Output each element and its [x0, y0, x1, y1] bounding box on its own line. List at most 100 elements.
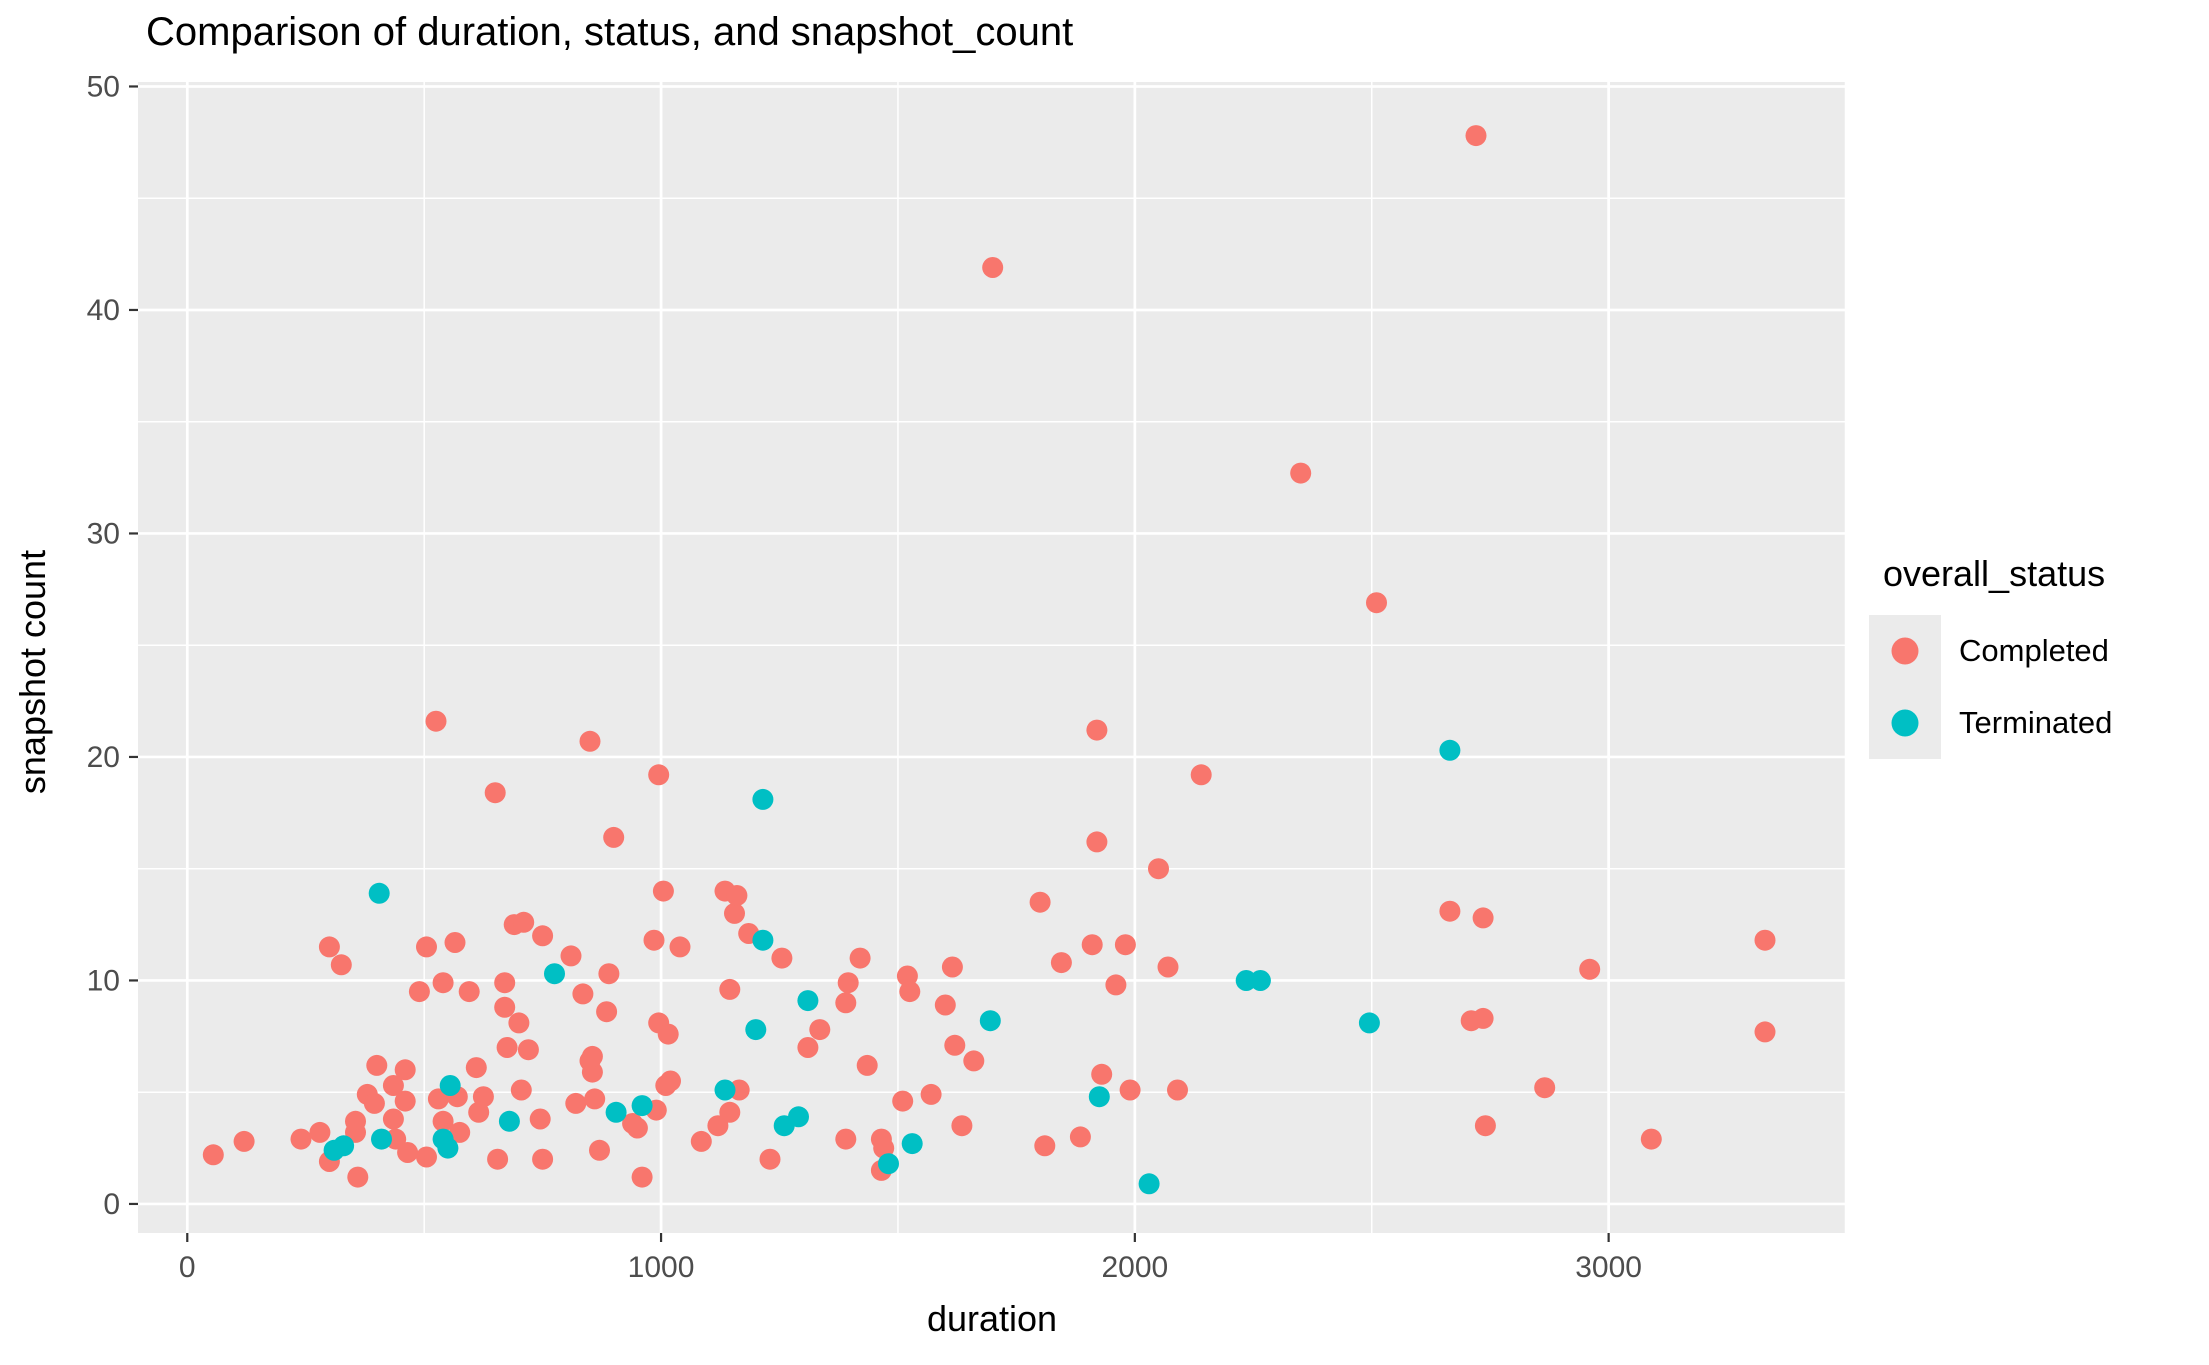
data-point-completed: [1640, 1128, 1662, 1150]
x-tick-label: 1000: [628, 1251, 695, 1284]
data-point-completed: [1029, 891, 1051, 913]
data-point-completed: [660, 1070, 681, 1092]
legend-item-completed: Completed: [1869, 615, 2112, 687]
data-point-completed: [363, 1092, 385, 1114]
data-point-completed: [690, 1130, 712, 1152]
data-point-terminated: [544, 963, 565, 985]
x-tick-label: 0: [179, 1251, 196, 1284]
legend-label: Completed: [1959, 633, 2109, 668]
legend-item-terminated: Terminated: [1869, 687, 2112, 759]
data-point-completed: [849, 947, 871, 969]
data-point-completed: [496, 1037, 518, 1058]
data-point-completed: [465, 1057, 487, 1079]
data-point-completed: [1086, 719, 1108, 741]
data-point-completed: [1472, 907, 1494, 929]
data-point-terminated: [901, 1133, 923, 1155]
data-point-completed: [771, 947, 793, 969]
data-point-completed: [345, 1110, 366, 1132]
data-point-terminated: [714, 1079, 736, 1101]
data-point-completed: [484, 782, 506, 804]
y-tick-label: 40: [87, 294, 120, 327]
data-point-completed: [1081, 934, 1103, 956]
data-point-completed: [1190, 764, 1212, 786]
data-point-completed: [487, 1148, 509, 1170]
data-point-completed: [1534, 1077, 1556, 1099]
data-point-terminated: [1439, 739, 1461, 761]
data-point-terminated: [1358, 1012, 1380, 1034]
data-point-completed: [1050, 952, 1072, 974]
data-point-completed: [397, 1142, 419, 1163]
data-point-completed: [584, 1088, 606, 1110]
data-point-completed: [432, 1110, 454, 1132]
data-point-completed: [934, 994, 956, 1016]
data-point-completed: [508, 1012, 530, 1034]
data-point-completed: [944, 1034, 966, 1056]
data-point-completed: [581, 1061, 603, 1083]
x-axis-title: duration: [926, 1298, 1058, 1339]
y-tick-label: 0: [103, 1188, 120, 1221]
data-point-completed: [719, 1101, 741, 1123]
data-point-completed: [1472, 1007, 1494, 1029]
data-point-completed: [652, 880, 674, 902]
data-point-completed: [1366, 592, 1387, 614]
data-point-terminated: [979, 1010, 1001, 1032]
data-point-completed: [1114, 934, 1136, 956]
data-point-completed: [657, 1023, 679, 1045]
data-point-completed: [596, 1001, 618, 1023]
data-point-completed: [1439, 900, 1461, 922]
data-point-completed: [951, 1115, 973, 1137]
data-point-completed: [233, 1130, 255, 1152]
y-tick-label: 10: [87, 964, 120, 997]
data-point-completed: [1167, 1079, 1188, 1101]
data-point-completed: [309, 1121, 331, 1143]
data-point-completed: [726, 885, 748, 906]
data-point-terminated: [788, 1106, 809, 1128]
data-point-completed: [982, 257, 1004, 278]
data-point-completed: [1091, 1063, 1113, 1085]
legend-key-box: [1869, 615, 1941, 687]
data-point-completed: [648, 764, 670, 786]
completed-dot-icon: [1891, 637, 1919, 665]
data-point-completed: [589, 1139, 610, 1161]
data-point-completed: [394, 1059, 416, 1081]
data-point-terminated: [1088, 1086, 1110, 1108]
legend: overall_status Completed Terminated: [1869, 553, 2112, 759]
data-point-completed: [1754, 929, 1776, 951]
data-point-completed: [494, 972, 516, 994]
data-point-terminated: [745, 1019, 767, 1041]
data-point-completed: [472, 1086, 494, 1108]
data-point-terminated: [1138, 1173, 1160, 1195]
data-point-completed: [581, 1045, 603, 1067]
data-point-completed: [408, 981, 430, 1003]
data-point-completed: [719, 978, 741, 1000]
data-point-completed: [899, 981, 921, 1003]
data-point-completed: [532, 1148, 554, 1170]
data-point-terminated: [878, 1153, 899, 1175]
x-tick-label: 3000: [1575, 1251, 1642, 1284]
data-point-terminated: [752, 929, 774, 951]
legend-title: overall_status: [1883, 553, 2106, 594]
data-point-terminated: [437, 1137, 459, 1159]
data-point-completed: [532, 925, 554, 947]
data-point-completed: [1465, 125, 1487, 147]
data-point-completed: [565, 1092, 587, 1114]
plot-panel: [138, 82, 1846, 1233]
data-point-completed: [318, 936, 340, 958]
data-point-completed: [560, 945, 582, 967]
data-point-completed: [626, 1117, 648, 1139]
data-point-completed: [579, 730, 601, 752]
x-tick-label: 2000: [1101, 1251, 1168, 1284]
y-tick-label: 30: [87, 517, 120, 550]
y-tick-label: 20: [87, 741, 120, 774]
data-point-completed: [444, 932, 466, 953]
terminated-dot-icon: [1891, 709, 1919, 737]
data-point-terminated: [498, 1110, 520, 1132]
legend-label: Terminated: [1959, 705, 2113, 740]
data-point-completed: [669, 936, 691, 958]
data-point-completed: [416, 1146, 437, 1168]
data-point-completed: [458, 981, 480, 1003]
legend-key-box: [1869, 687, 1941, 759]
data-point-completed: [347, 1166, 369, 1188]
data-point-completed: [510, 1079, 532, 1101]
